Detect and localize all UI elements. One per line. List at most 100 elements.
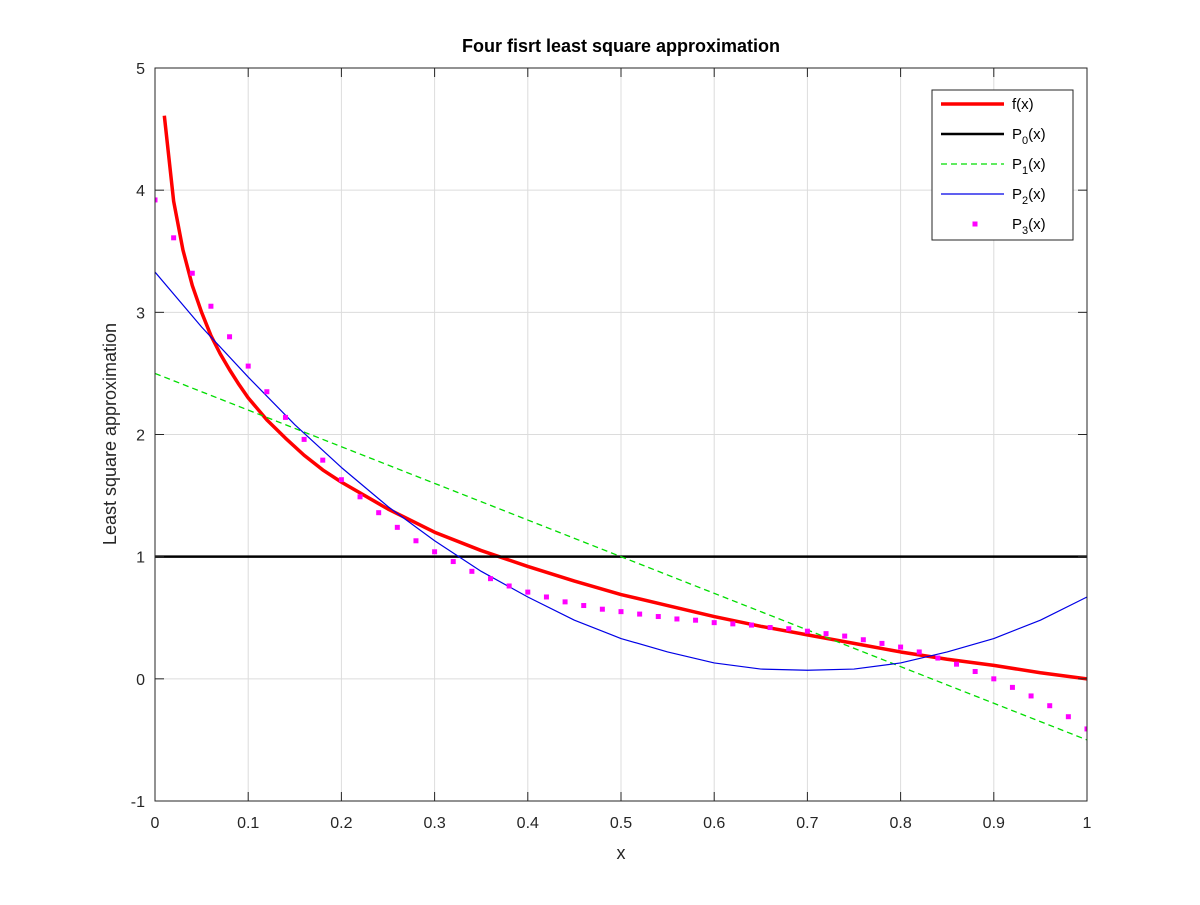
series-point <box>991 676 997 682</box>
legend-entries: f(x)P0(x)P1(x)P2(x)P3(x) <box>941 96 1046 237</box>
series-point <box>1084 726 1087 732</box>
legend-box <box>931 89 1074 241</box>
legend-label: P1(x) <box>1012 156 1046 177</box>
x-axis-label: x <box>617 843 626 863</box>
series-point <box>860 637 866 643</box>
legend-label-main: f(x) <box>1012 96 1034 113</box>
series-point <box>767 625 773 631</box>
x-tick-label: 0.6 <box>703 815 725 832</box>
series-4 <box>155 197 1087 732</box>
x-tick-label: 0.8 <box>889 815 911 832</box>
legend: f(x)P0(x)P1(x)P2(x)P3(x) <box>931 89 1074 241</box>
y-tick-label: 5 <box>136 61 145 78</box>
y-tick-label: 4 <box>136 183 145 200</box>
tick-marks <box>154 67 1088 802</box>
x-tick-label: 0.1 <box>237 815 259 832</box>
series-point <box>581 603 587 609</box>
series-point <box>972 669 978 675</box>
series-point <box>543 594 549 600</box>
legend-label-tail: (x) <box>1028 216 1046 233</box>
series-point <box>954 661 960 667</box>
legend-entry-4: P3(x) <box>972 216 1046 237</box>
series-point <box>189 270 195 276</box>
legend-label-main: P <box>1012 216 1022 233</box>
legend-label-tail: (x) <box>1028 126 1046 143</box>
series-point <box>730 621 736 627</box>
series-point <box>786 626 792 632</box>
legend-label-tail: (x) <box>1028 156 1046 173</box>
series-point <box>842 633 848 639</box>
series-point <box>1047 703 1053 709</box>
y-tick-label: 1 <box>136 550 145 567</box>
series-point <box>1009 684 1015 690</box>
series-point <box>394 524 400 530</box>
legend-label: f(x) <box>1012 96 1034 113</box>
legend-entry-3: P2(x) <box>941 186 1046 207</box>
x-tick-label: 1 <box>1083 815 1092 832</box>
tick-labels: 0 0.1 0.2 0.3 0.4 0.5 0.6 0.7 0.8 0.9 1 -1 0 1 2 3 4 5 <box>131 61 1092 832</box>
series-point <box>711 620 717 626</box>
y-tick-label: -1 <box>131 794 145 811</box>
x-tick-label: 0.2 <box>330 815 352 832</box>
legend-label-subscript: 2 <box>1022 195 1028 207</box>
legend-swatch <box>972 221 978 227</box>
series-point <box>413 538 419 544</box>
y-tick-label: 0 <box>136 672 145 689</box>
legend-label-main: P <box>1012 126 1022 143</box>
series-point <box>376 510 382 516</box>
legend-label: P2(x) <box>1012 186 1046 207</box>
series-point <box>469 568 475 574</box>
series-point <box>450 559 456 565</box>
series-point <box>488 576 494 582</box>
series-point <box>227 334 233 340</box>
legend-label-subscript: 0 <box>1022 135 1028 147</box>
series-point <box>674 616 680 622</box>
series-line <box>162 115 1087 681</box>
series-line <box>155 271 1087 671</box>
y-tick-label: 2 <box>136 428 145 445</box>
series-point <box>525 589 531 595</box>
series-layer <box>155 115 1087 741</box>
legend-label-main: P <box>1012 186 1022 203</box>
series-point <box>320 457 326 463</box>
series-point <box>155 197 158 203</box>
series-point <box>637 611 643 617</box>
series-point <box>245 363 251 369</box>
series-point <box>693 617 699 623</box>
series-point <box>432 549 438 555</box>
series-point <box>264 389 270 395</box>
series-point <box>171 235 177 241</box>
x-tick-label: 0 <box>151 815 160 832</box>
y-tick-label: 3 <box>136 305 145 322</box>
series-point <box>804 628 810 634</box>
series-point <box>823 631 829 637</box>
legend-label: P0(x) <box>1012 126 1046 147</box>
legend-label-main: P <box>1012 156 1022 173</box>
series-0 <box>162 115 1087 681</box>
series-point <box>618 609 624 615</box>
series-point <box>357 494 363 500</box>
series-point <box>879 640 885 646</box>
series-point <box>506 583 512 589</box>
x-tick-label: 0.5 <box>610 815 632 832</box>
series-point <box>898 644 904 650</box>
legend-entry-2: P1(x) <box>941 156 1046 177</box>
series-point <box>748 622 754 628</box>
series-3 <box>155 271 1087 671</box>
legend-label-subscript: 3 <box>1022 225 1028 237</box>
series-point <box>301 436 307 442</box>
series-2 <box>155 372 1087 741</box>
chart-title: Four fisrt least square approximation <box>462 36 780 56</box>
series-point <box>282 414 288 420</box>
series-point <box>916 649 922 655</box>
x-tick-label: 0.7 <box>796 815 818 832</box>
legend-label-subscript: 1 <box>1022 165 1028 177</box>
series-point <box>562 599 568 605</box>
x-tick-label: 0.3 <box>423 815 445 832</box>
x-tick-label: 0.4 <box>517 815 539 832</box>
legend-label-tail: (x) <box>1028 186 1046 203</box>
legend-label: P3(x) <box>1012 216 1046 237</box>
series-point <box>599 606 605 612</box>
